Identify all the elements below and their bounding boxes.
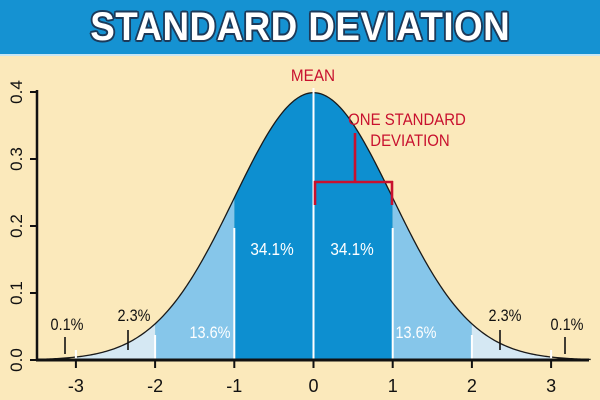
region-percent-label: 0.1% xyxy=(551,316,584,334)
one-sd-annotation-line2: DEVIATION xyxy=(370,132,449,150)
page-title: STANDARD DEVIATION xyxy=(90,4,510,49)
region-percent-label: 2.3% xyxy=(489,307,522,325)
sd-dividers xyxy=(74,88,553,359)
region-percent-label: 2.3% xyxy=(118,307,151,325)
x-tick-label: -2 xyxy=(147,376,163,396)
band-2-to-3 xyxy=(471,323,552,360)
one-sd-bracket xyxy=(313,133,394,205)
region-percent-label: 13.6% xyxy=(396,324,437,342)
region-percent-label: 34.1% xyxy=(330,239,373,259)
region-percent-label: 0.1% xyxy=(51,316,84,334)
x-axis-ticks: -3 -2 -1 0 1 2 3 xyxy=(68,360,556,396)
region-labels: 0.1% 2.3% 13.6% 34.1% 34.1% 13.6% 2.3% 0.1% xyxy=(51,239,584,354)
header-banner: STANDARD DEVIATION xyxy=(0,0,600,56)
x-tick-label: 0 xyxy=(308,376,318,396)
y-tick-label: 0.1 xyxy=(7,281,26,305)
y-tick-label: 0.0 xyxy=(7,348,26,372)
y-axis-ticks: 0.0 0.1 0.2 0.3 0.4 xyxy=(7,80,37,372)
region-percent-label: 13.6% xyxy=(190,324,231,342)
region-percent-label: 34.1% xyxy=(250,239,293,259)
x-tick-label: 2 xyxy=(467,376,477,396)
mean-annotation: MEAN xyxy=(291,66,335,85)
y-tick-label: 0.4 xyxy=(7,80,26,104)
band-minus-3-to-2 xyxy=(75,323,156,360)
x-tick-label: -3 xyxy=(68,376,84,396)
x-tick-label: 1 xyxy=(388,376,398,396)
y-tick-label: 0.3 xyxy=(7,147,26,171)
x-tick-label: 3 xyxy=(546,376,556,396)
x-tick-label: -1 xyxy=(226,376,242,396)
one-sd-annotation-line1: ONE STANDARD xyxy=(348,111,466,129)
y-tick-label: 0.2 xyxy=(7,214,26,238)
